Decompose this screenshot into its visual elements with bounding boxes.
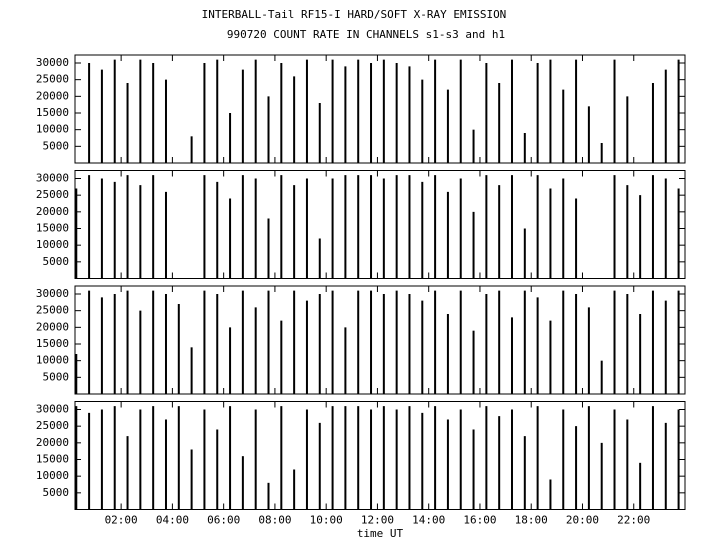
panel-frame	[74, 285, 686, 395]
y-tick-label: 25000	[36, 188, 69, 201]
x-tick-label: 10:00	[310, 514, 343, 527]
y-tick-label: 5000	[43, 370, 70, 383]
y-tick-label: 30000	[36, 56, 69, 69]
y-tick-label: 10000	[36, 354, 69, 367]
panel-frame	[74, 54, 686, 164]
y-tick-label: 15000	[36, 106, 69, 119]
y-tick-label: 10000	[36, 469, 69, 482]
y-tick-label: 15000	[36, 337, 69, 350]
x-axis-label: time UT	[357, 527, 404, 540]
x-tick-label: 04:00	[156, 514, 189, 527]
y-tick-label: 10000	[36, 238, 69, 251]
panel-frame	[74, 401, 686, 510]
x-tick-label: 18:00	[515, 514, 548, 527]
x-tick-label: 08:00	[258, 514, 291, 527]
x-tick-label: 14:00	[412, 514, 445, 527]
chart-subtitle: 990720 COUNT RATE IN CHANNELS s1-s3 and …	[227, 28, 505, 41]
y-tick-label: 30000	[36, 287, 69, 300]
x-tick-label: 12:00	[361, 514, 394, 527]
y-tick-label: 25000	[36, 73, 69, 86]
y-tick-label: 10000	[36, 123, 69, 136]
y-tick-label: 30000	[36, 172, 69, 185]
y-tick-label: 15000	[36, 453, 69, 466]
x-tick-label: 20:00	[566, 514, 599, 527]
y-tick-label: 5000	[43, 255, 70, 268]
y-tick-label: 20000	[36, 205, 69, 218]
y-tick-label: 15000	[36, 222, 69, 235]
y-tick-label: 20000	[36, 320, 69, 333]
y-tick-label: 30000	[36, 403, 69, 416]
y-tick-label: 25000	[36, 419, 69, 432]
x-tick-label: 06:00	[207, 514, 240, 527]
panel-frame	[74, 170, 686, 279]
chart-title: INTERBALL-Tail RF15-I HARD/SOFT X-RAY EM…	[202, 8, 507, 21]
y-tick-label: 25000	[36, 304, 69, 317]
y-tick-label: 20000	[36, 436, 69, 449]
y-tick-label: 20000	[36, 89, 69, 102]
y-tick-label: 5000	[43, 486, 70, 499]
y-tick-label: 5000	[43, 139, 70, 152]
x-tick-label: 16:00	[463, 514, 496, 527]
x-tick-label: 22:00	[617, 514, 650, 527]
x-tick-label: 02:00	[105, 514, 138, 527]
